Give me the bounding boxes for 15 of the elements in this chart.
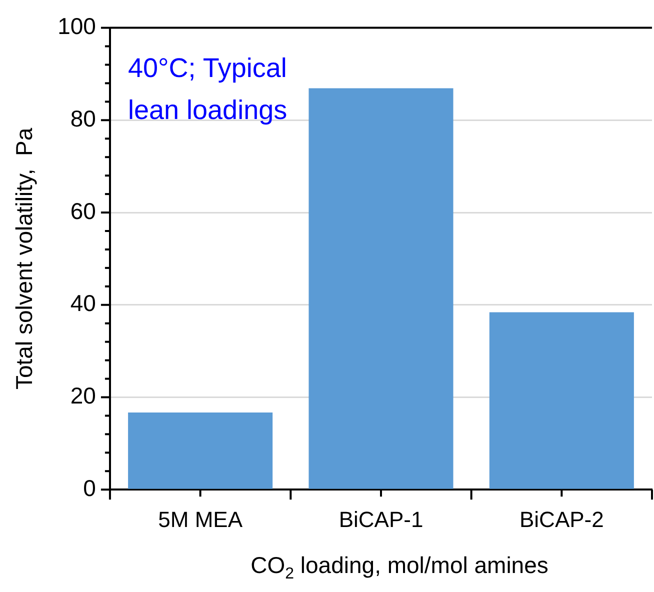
y-axis-title: Total solvent volatility, Pa xyxy=(11,128,38,390)
y-tick-label: 100 xyxy=(58,13,96,40)
y-tick-label: 60 xyxy=(70,198,96,224)
annotation: 40°C; Typical lean loadings xyxy=(128,52,288,125)
x-tick-label: BiCAP-1 xyxy=(338,506,424,532)
bar xyxy=(308,88,454,489)
y-tick-label: 20 xyxy=(70,382,96,409)
bar xyxy=(489,312,634,489)
y-tick-label: 40 xyxy=(70,290,96,316)
bar xyxy=(128,412,273,489)
y-tick-label: 80 xyxy=(70,106,96,132)
x-tick-label: 5M MEA xyxy=(158,506,243,532)
x-tick-label: BiCAP-2 xyxy=(519,506,604,532)
x-axis-title: CO$_{2}$ loading, mol/mol amines xyxy=(250,552,550,584)
y-tick-label: 0 xyxy=(83,474,96,501)
